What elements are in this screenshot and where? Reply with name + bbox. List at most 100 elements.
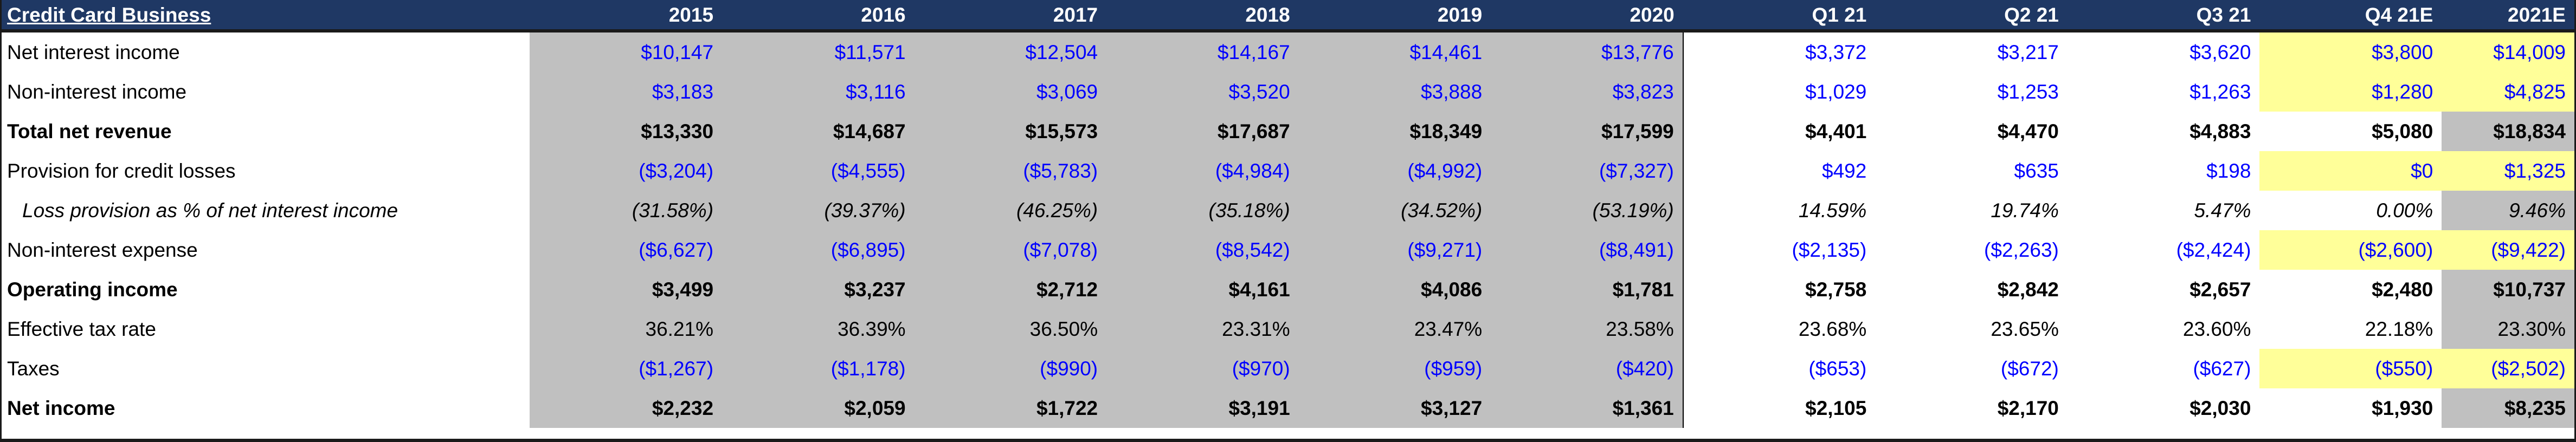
table-cell[interactable]: $8,235 — [2442, 388, 2574, 428]
table-cell[interactable]: $3,372 — [1805, 41, 1867, 63]
row-label[interactable]: Provision for credit losses — [7, 160, 236, 182]
table-cell[interactable]: $198 — [2206, 160, 2251, 182]
table-cell[interactable]: $3,620 — [2189, 41, 2251, 63]
table-cell[interactable]: $2,059 — [722, 388, 915, 428]
table-cell[interactable]: $3,217 — [1997, 41, 2059, 63]
column-header[interactable]: Q2 21 — [1875, 0, 2068, 32]
table-cell[interactable]: ($2,502) — [2442, 349, 2574, 388]
table-cell[interactable]: ($3,204) — [530, 151, 723, 191]
table-cell[interactable]: (31.58%) — [530, 191, 723, 230]
table-cell[interactable]: (46.25%) — [914, 191, 1107, 230]
table-cell[interactable]: $3,888 — [1298, 72, 1491, 112]
table-cell[interactable]: ($7,078) — [914, 230, 1107, 270]
table-cell[interactable]: ($550) — [2259, 349, 2442, 388]
table-cell[interactable]: $14,009 — [2442, 31, 2574, 72]
table-cell[interactable]: ($970) — [1106, 349, 1299, 388]
table-cell[interactable]: ($4,555) — [722, 151, 915, 191]
table-cell[interactable]: 5.47% — [2194, 199, 2251, 222]
table-cell[interactable]: $14,687 — [722, 112, 915, 151]
row-label[interactable]: Loss provision as % of net interest inco… — [22, 199, 398, 222]
table-cell[interactable]: $1,029 — [1805, 81, 1867, 103]
table-cell[interactable]: $3,116 — [722, 72, 915, 112]
row-label[interactable]: Net interest income — [7, 41, 180, 63]
table-cell[interactable]: $2,105 — [1805, 397, 1867, 419]
table-cell[interactable]: $1,280 — [2259, 72, 2442, 112]
row-label[interactable]: Non-interest income — [7, 81, 187, 103]
table-cell[interactable]: $5,080 — [2372, 120, 2433, 142]
column-header[interactable]: 2018 — [1106, 0, 1299, 32]
table-cell[interactable]: $3,191 — [1106, 388, 1299, 428]
table-title[interactable]: Credit Card Business — [2, 0, 530, 32]
table-cell[interactable]: $3,069 — [914, 72, 1107, 112]
table-cell[interactable]: $1,361 — [1491, 388, 1684, 428]
table-cell[interactable]: $1,325 — [2442, 151, 2574, 191]
column-header[interactable]: Q3 21 — [2067, 0, 2260, 32]
table-cell[interactable]: $14,167 — [1106, 31, 1299, 72]
table-cell[interactable]: $2,030 — [2189, 397, 2251, 419]
table-cell[interactable]: $11,571 — [722, 31, 915, 72]
table-cell[interactable]: 23.65% — [1991, 318, 2059, 340]
table-cell[interactable]: 23.60% — [2182, 318, 2251, 340]
table-cell[interactable]: $4,161 — [1106, 270, 1299, 309]
table-cell[interactable]: $635 — [2014, 160, 2059, 182]
table-cell[interactable]: 23.68% — [1798, 318, 1867, 340]
table-cell[interactable]: 36.50% — [914, 309, 1107, 349]
table-cell[interactable]: ($1,267) — [530, 349, 723, 388]
row-label[interactable]: Total net revenue — [7, 120, 172, 142]
table-cell[interactable]: $1,253 — [1997, 81, 2059, 103]
table-cell[interactable]: (39.37%) — [722, 191, 915, 230]
table-cell[interactable]: 0.00% — [2376, 199, 2433, 222]
table-cell[interactable]: ($5,783) — [914, 151, 1107, 191]
table-cell[interactable]: ($6,627) — [530, 230, 723, 270]
table-cell[interactable]: ($2,263) — [1984, 239, 2059, 261]
table-cell[interactable]: $3,520 — [1106, 72, 1299, 112]
table-cell[interactable]: $13,776 — [1491, 31, 1684, 72]
table-cell[interactable]: ($4,984) — [1106, 151, 1299, 191]
table-cell[interactable]: $4,825 — [2442, 72, 2574, 112]
table-cell[interactable]: 36.21% — [530, 309, 723, 349]
table-cell[interactable]: ($672) — [2000, 358, 2059, 380]
column-header[interactable]: 2019 — [1298, 0, 1491, 32]
table-cell[interactable]: ($959) — [1298, 349, 1491, 388]
table-cell[interactable]: ($2,424) — [2176, 239, 2251, 261]
row-label[interactable]: Non-interest expense — [7, 239, 198, 261]
table-cell[interactable]: $3,127 — [1298, 388, 1491, 428]
table-cell[interactable]: $2,842 — [1997, 278, 2059, 301]
table-cell[interactable]: $18,349 — [1298, 112, 1491, 151]
table-cell[interactable]: $1,781 — [1491, 270, 1684, 309]
table-cell[interactable]: $2,712 — [914, 270, 1107, 309]
table-cell[interactable]: $0 — [2259, 151, 2442, 191]
table-cell[interactable]: $13,330 — [530, 112, 723, 151]
table-cell[interactable]: $2,480 — [2372, 278, 2433, 301]
column-header[interactable]: Q1 21 — [1683, 0, 1876, 32]
table-cell[interactable]: $14,461 — [1298, 31, 1491, 72]
table-cell[interactable]: $15,573 — [914, 112, 1107, 151]
table-cell[interactable]: ($4,992) — [1298, 151, 1491, 191]
table-cell[interactable]: $10,147 — [530, 31, 723, 72]
table-cell[interactable]: ($653) — [1808, 358, 1867, 380]
table-cell[interactable]: 23.47% — [1298, 309, 1491, 349]
table-cell[interactable]: (53.19%) — [1491, 191, 1684, 230]
table-cell[interactable]: $18,834 — [2442, 112, 2574, 151]
table-cell[interactable]: ($8,491) — [1491, 230, 1684, 270]
table-cell[interactable]: (34.52%) — [1298, 191, 1491, 230]
column-header[interactable]: 2021E — [2442, 0, 2574, 32]
table-cell[interactable]: ($420) — [1491, 349, 1684, 388]
table-cell[interactable]: $3,499 — [530, 270, 723, 309]
table-cell[interactable]: $1,722 — [914, 388, 1107, 428]
column-header[interactable]: 2020 — [1491, 0, 1683, 32]
table-cell[interactable]: 23.31% — [1106, 309, 1299, 349]
table-cell[interactable]: $10,737 — [2442, 270, 2574, 309]
table-cell[interactable]: ($627) — [2193, 358, 2251, 380]
table-cell[interactable]: ($1,178) — [722, 349, 915, 388]
table-cell[interactable]: 19.74% — [1991, 199, 2059, 222]
table-cell[interactable]: $2,170 — [1997, 397, 2059, 419]
table-cell[interactable]: $3,183 — [530, 72, 723, 112]
table-cell[interactable]: 14.59% — [1798, 199, 1867, 222]
table-cell[interactable]: 23.30% — [2442, 309, 2574, 349]
table-cell[interactable]: ($2,600) — [2259, 230, 2442, 270]
column-header[interactable]: Q4 21E — [2259, 0, 2442, 32]
table-cell[interactable]: ($9,271) — [1298, 230, 1491, 270]
table-cell[interactable]: (35.18%) — [1106, 191, 1299, 230]
table-cell[interactable]: $4,086 — [1298, 270, 1491, 309]
